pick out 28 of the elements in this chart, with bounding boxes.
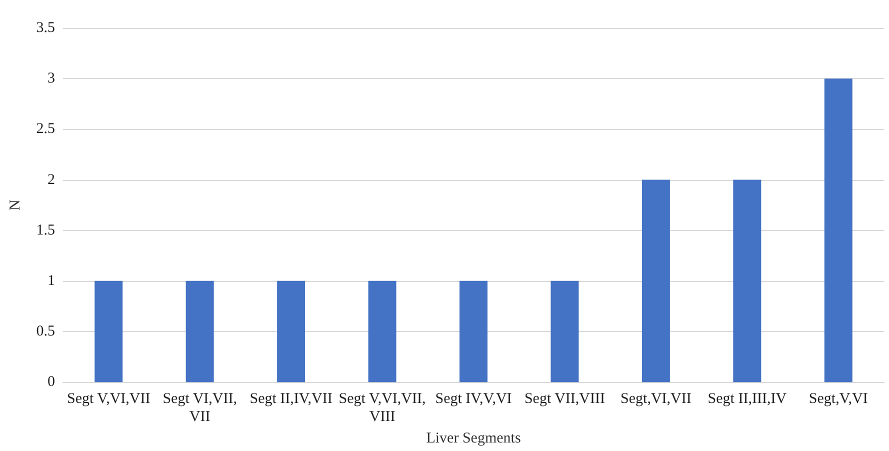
bar — [277, 280, 306, 382]
y-tick-label: 0.5 — [36, 324, 55, 340]
x-tick-label: Segt VII,VIII — [524, 391, 605, 408]
x-axis-title: Liver Segments — [426, 430, 521, 446]
bar — [642, 180, 670, 382]
bar — [550, 280, 579, 382]
x-tick-label: Segt,VI,VII — [620, 391, 692, 408]
x-tick-label: Segt V,VI,VII,VIII — [338, 391, 426, 426]
x-tick-label: Segt II,IV,VII — [250, 391, 332, 408]
y-tick-label: 0 — [48, 374, 55, 390]
y-tick-label: 3 — [48, 70, 55, 87]
bar — [186, 280, 214, 382]
y-tick-label: 2.5 — [36, 121, 55, 138]
bar — [94, 280, 123, 382]
bar — [368, 280, 396, 382]
y-tick-label: 3.5 — [36, 20, 55, 36]
y-axis-title: N — [8, 199, 24, 210]
x-tick-label: Segt V,VI,VII — [67, 391, 150, 408]
y-tick-label: 2 — [48, 172, 55, 188]
y-tick-label: 1 — [48, 272, 55, 289]
bar — [460, 280, 488, 382]
x-tick-label: Segt IV,V,VI — [435, 391, 512, 408]
y-tick-label: 1.5 — [36, 222, 55, 238]
x-tick-label: Segt VI,VII,VII — [162, 391, 237, 426]
bar — [733, 180, 762, 382]
x-tick-label: Segt II,III,IV — [708, 391, 787, 408]
x-tick-label: Segt,V,VI — [808, 391, 868, 408]
bar — [824, 78, 852, 382]
